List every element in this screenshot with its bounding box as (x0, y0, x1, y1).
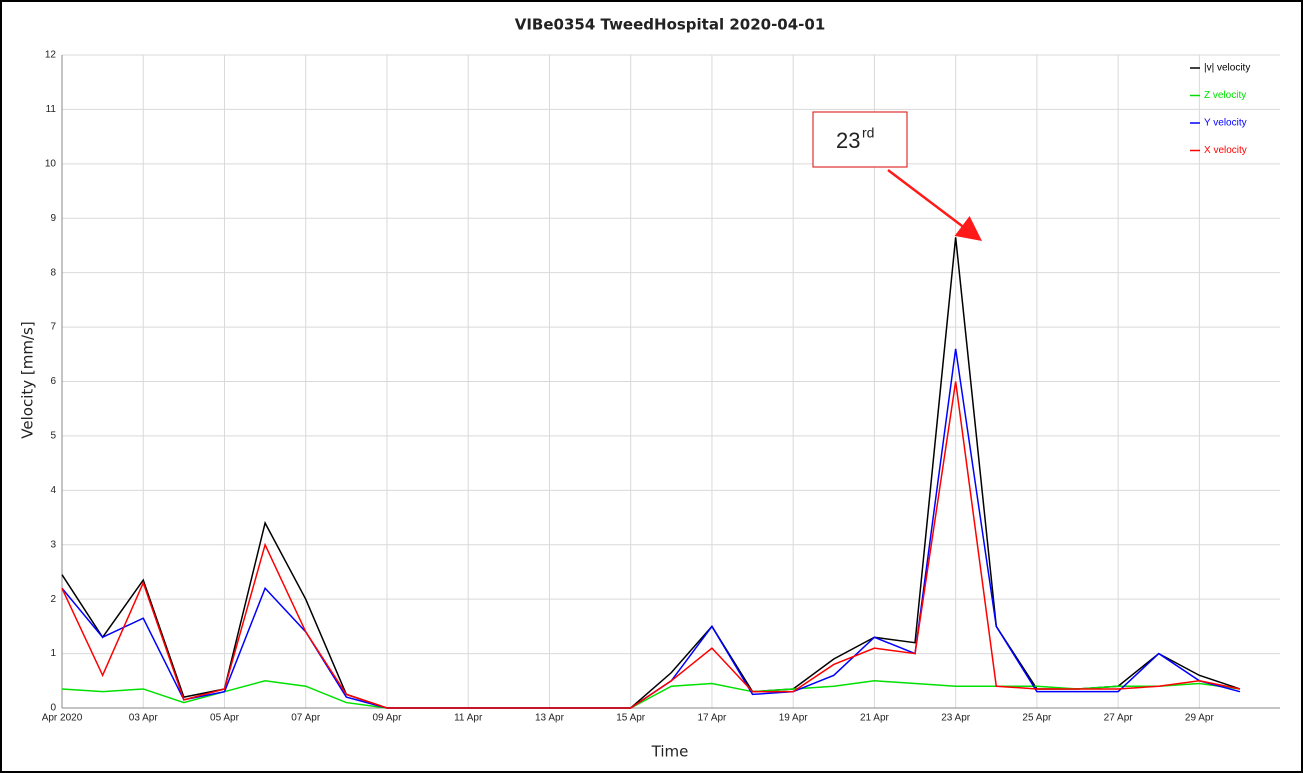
y-tick-label: 7 (50, 322, 56, 333)
x-tick-label: Apr 2020 (42, 713, 83, 724)
x-tick-label: 07 Apr (291, 713, 321, 724)
series-line (61, 680, 1241, 709)
x-tick-label: 29 Apr (1185, 713, 1215, 724)
y-tick-label: 1 (50, 648, 56, 659)
annotation-text: 23 (836, 128, 860, 153)
y-tick-label: 10 (45, 158, 57, 169)
annotation-box (812, 111, 908, 168)
x-tick-label: 21 Apr (860, 713, 890, 724)
x-tick-label: 17 Apr (697, 713, 727, 724)
y-tick-label: 9 (50, 213, 56, 224)
y-tick-label: 8 (50, 267, 56, 278)
x-axis-label: Time (651, 743, 689, 761)
y-tick-label: 12 (45, 50, 57, 61)
x-tick-label: 23 Apr (941, 713, 971, 724)
series-line (61, 381, 1241, 709)
y-tick-label: 5 (50, 431, 56, 442)
x-tick-label: 19 Apr (779, 713, 809, 724)
x-tick-label: 13 Apr (535, 713, 565, 724)
y-tick-label: 4 (50, 485, 56, 496)
y-tick-label: 11 (46, 104, 57, 115)
x-tick-label: 09 Apr (373, 713, 403, 724)
legend-label: |v| velocity (1204, 63, 1250, 74)
y-tick-label: 0 (50, 703, 56, 714)
y-axis-label: Velocity [mm/s] (19, 321, 37, 438)
x-tick-label: 15 Apr (616, 713, 646, 724)
x-tick-label: 27 Apr (1104, 713, 1134, 724)
y-tick-label: 3 (50, 539, 56, 550)
legend-label: Y velocity (1204, 118, 1247, 129)
legend-label: X velocity (1204, 145, 1247, 156)
chart-title: VIBe0354 TweedHospital 2020-04-01 (515, 16, 826, 34)
legend-label: Z velocity (1204, 90, 1246, 101)
x-tick-label: 03 Apr (129, 713, 159, 724)
annotation-superscript: rd (862, 125, 874, 141)
x-tick-label: 11 Apr (454, 713, 483, 724)
y-tick-label: 2 (50, 594, 56, 605)
annotation-arrow (887, 169, 982, 242)
x-tick-label: 25 Apr (1022, 713, 1052, 724)
y-tick-label: 6 (50, 376, 56, 387)
x-tick-label: 05 Apr (210, 713, 240, 724)
